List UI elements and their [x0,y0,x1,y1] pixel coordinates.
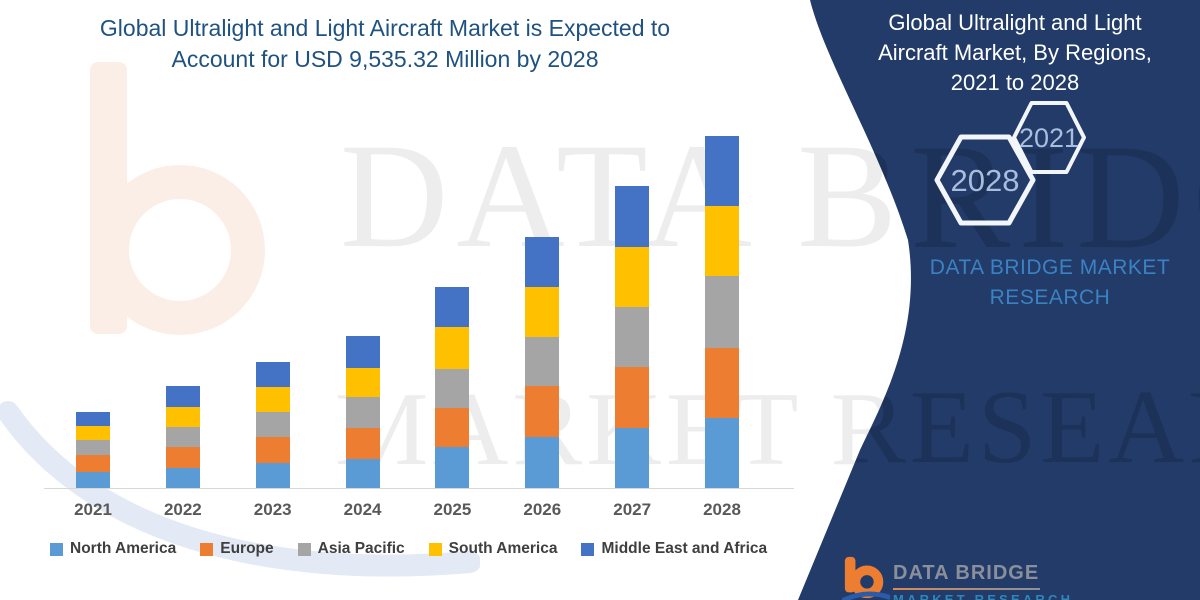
bar-2022 [165,386,200,489]
legend-item-south-america: South America [428,540,558,558]
hexagon-2028: 2028 [934,134,1036,226]
bar-segment-asia-pacific-2023 [255,412,290,437]
legend-swatch-south-america [428,542,442,556]
bar-segment-europe-2025 [435,408,470,448]
bar-2024 [345,335,380,489]
bar-segment-europe-2021 [76,454,110,472]
hexagon-2021: 2021 [1012,101,1086,174]
hexagon-2028-label: 2028 [951,163,1020,198]
legend-item-middle-east-and-africa: Middle East and Africa [581,540,767,558]
x-axis-label-2022: 2022 [163,500,202,519]
bar-2028 [705,136,740,489]
bar-segment-north-america-2026 [525,437,560,489]
bar-segment-south-america-2024 [345,367,380,398]
panel-watermark-line2: MARKET RESEARCH [780,368,1200,485]
bar-segment-north-america-2028 [705,418,740,489]
legend-item-europe: Europe [200,540,274,558]
x-axis-label-2023: 2023 [253,500,292,519]
legend-swatch-europe [200,542,214,556]
bar-segment-asia-pacific-2028 [705,276,740,348]
side-panel-title-line3: 2021 to 2028 [950,70,1080,95]
bar-segment-europe-2022 [165,446,200,468]
x-axis-label-2024: 2024 [343,500,382,519]
bar-segment-middle-east-and-africa-2023 [255,362,290,388]
bar-segment-middle-east-and-africa-2024 [345,335,380,368]
bar-segment-europe-2027 [615,367,650,428]
legend-label-asia-pacific: Asia Pacific [317,540,405,557]
bar-segment-europe-2023 [255,437,290,463]
bar-segment-north-america-2022 [165,467,200,489]
x-axis-label-2025: 2025 [433,500,472,519]
legend-item-north-america: North America [50,540,176,558]
legend-label-south-america: South America [448,540,558,557]
chart-title: Global Ultralight and Light Aircraft Mar… [60,13,710,75]
bar-segment-asia-pacific-2027 [615,306,650,368]
bar-segment-south-america-2026 [525,287,560,338]
bar-2023 [255,362,290,489]
bar-segment-south-america-2025 [435,327,470,369]
footer-logo-underline [893,588,1040,590]
x-axis-label-2021: 2021 [74,500,112,519]
legend-label-north-america: North America [70,540,177,557]
side-panel-brand-line1: DATA BRIDGE MARKET [929,256,1171,279]
side-panel-brand: DATA BRIDGE MARKET RESEARCH [920,253,1180,313]
footer-logo-subtitle: MARKET RESEARCH [893,592,1074,600]
legend-swatch-north-america [50,542,63,556]
bar-segment-asia-pacific-2024 [345,397,380,428]
bar-segment-europe-2024 [345,427,380,459]
x-axis-label-2027: 2027 [613,500,652,519]
bar-segment-asia-pacific-2022 [165,427,200,447]
legend-label-middle-east-and-africa: Middle East and Africa [601,540,768,557]
bar-segment-asia-pacific-2025 [435,368,470,409]
legend-item-asia-pacific: Asia Pacific [297,540,405,558]
bar-segment-asia-pacific-2026 [525,337,560,387]
bar-segment-north-america-2023 [255,463,290,489]
x-axis-label-2028: 2028 [703,500,741,519]
hexagon-2021-label: 2021 [1019,123,1079,153]
bar-segment-middle-east-and-africa-2027 [615,186,650,248]
bar-2025 [435,287,470,489]
side-panel-title-line2: Aircraft Market, By Regions, [878,40,1152,65]
bar-segment-south-america-2028 [705,206,740,277]
side-panel: DATA BRIDGE MARKET RESEARCH 2021 2028 [780,0,1200,600]
bar-segment-middle-east-and-africa-2028 [705,136,740,207]
bar-segment-south-america-2021 [76,425,110,441]
bar-segment-europe-2028 [705,347,740,419]
legend-swatch-asia-pacific [297,542,311,556]
footer-logo-name: DATA BRIDGE [893,562,1040,584]
legend-swatch-middle-east-and-africa [581,542,595,556]
bar-segment-middle-east-and-africa-2026 [525,237,560,288]
chart-title-line2: Account for USD 9,535.32 Million by 2028 [171,46,599,72]
bar-segment-north-america-2025 [435,447,470,489]
bar-segment-south-america-2023 [255,387,290,413]
bar-segment-middle-east-and-africa-2021 [76,411,110,426]
bar-segment-middle-east-and-africa-2025 [435,287,470,328]
side-panel-title-line1: Global Ultralight and Light [888,10,1142,35]
bar-chart-plot-area [76,136,740,489]
side-panel-title: Global Ultralight and Light Aircraft Mar… [850,8,1180,98]
footer-logo-icon [842,556,890,600]
side-panel-background [798,0,1200,600]
x-axis-label-2026: 2026 [523,500,562,519]
bar-2026 [525,237,560,489]
legend-label-europe: Europe [220,540,274,557]
bar-segment-middle-east-and-africa-2022 [165,386,200,407]
bar-segment-north-america-2021 [76,471,110,489]
bar-segment-europe-2026 [525,386,560,438]
chart-title-line1: Global Ultralight and Light Aircraft Mar… [99,15,671,41]
x-axis-line [44,488,794,489]
bar-2021 [76,411,110,489]
bar-2027 [615,186,650,489]
bar-segment-north-america-2024 [345,458,380,489]
bar-segment-north-america-2027 [615,427,650,489]
ghost-logo-swoosh [0,401,480,577]
bar-segment-asia-pacific-2021 [76,440,110,455]
side-panel-brand-line2: RESEARCH [989,286,1111,309]
bar-segment-south-america-2022 [165,406,200,428]
bar-segment-south-america-2027 [615,247,650,307]
chart-legend: North America Europe Asia Pacific South Ame… [50,540,780,558]
